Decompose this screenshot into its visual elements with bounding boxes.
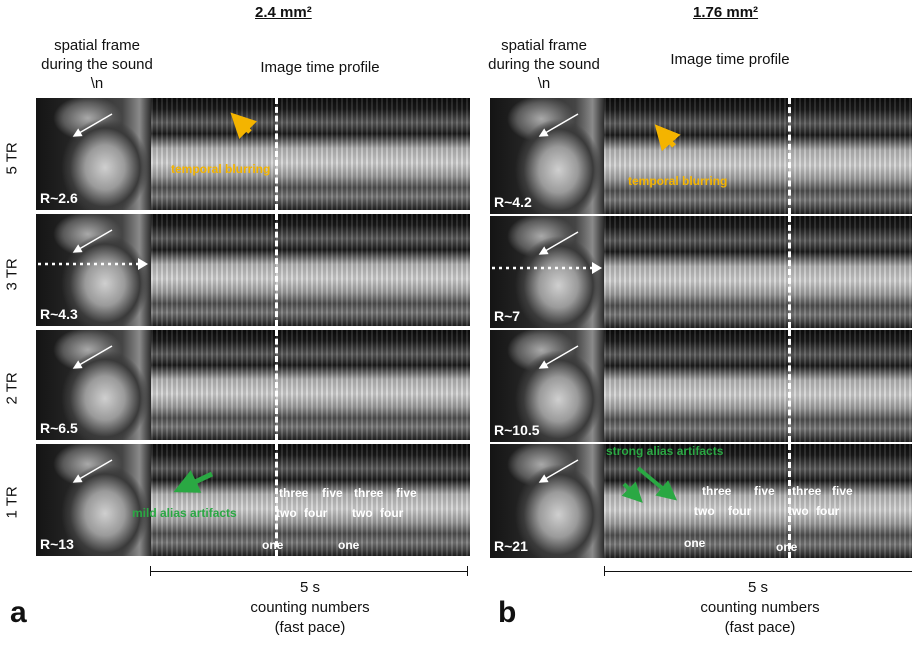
panel-b-row: R~7 (490, 216, 912, 328)
panel-b-title: 1.76 mm² (693, 4, 759, 21)
time-profile-image (151, 98, 470, 210)
panel-a-row: R~4.3 (36, 214, 470, 326)
mri-thumbnail (36, 330, 151, 440)
panel-b-row: R~21 strong alias artifacts three five t… (490, 444, 912, 558)
word-label: two (788, 504, 809, 518)
footer-line-2: (fast pace) (274, 619, 346, 636)
word-label: three (792, 484, 822, 498)
time-marker-line (275, 330, 278, 440)
footer-line-1: counting numbers (700, 599, 820, 616)
mri-thumbnail (490, 216, 604, 328)
time-profile-image (151, 444, 470, 556)
scale-bar (604, 571, 912, 572)
temporal-blurring-label: temporal blurring (171, 162, 271, 176)
r-factor-label: R~10.5 (494, 422, 540, 438)
word-label: one (684, 536, 706, 550)
alias-artifacts-label: strong alias artifacts (606, 444, 724, 458)
time-marker-line (275, 444, 278, 556)
r-factor-label: R~6.5 (40, 420, 78, 436)
panel-a-title: 2.4 mm² (255, 4, 312, 21)
r-factor-label: R~7 (494, 308, 521, 324)
time-marker-line (275, 98, 278, 210)
footer-line-1: counting numbers (250, 599, 370, 616)
panel-b-arrows (492, 113, 681, 503)
panel-letter: b (498, 596, 517, 629)
panel-a-row: R~2.6 temporal blurring (36, 98, 470, 210)
r-factor-label: R~21 (494, 538, 528, 554)
word-label: one (262, 538, 284, 552)
time-profile-image (151, 214, 470, 326)
panel-a-row: R~6.5 (36, 330, 470, 440)
word-label: four (728, 504, 752, 518)
panel-a-row: R~13 mild alias artifacts three five thr… (36, 444, 470, 556)
time-marker-line (275, 214, 278, 326)
word-label: three (279, 486, 309, 500)
word-label: five (754, 484, 775, 498)
time-profile-image (604, 330, 912, 442)
time-profile-image (151, 330, 470, 440)
temporal-blurring-label: temporal blurring (628, 174, 728, 188)
panel-a-header-right: Image time profile (260, 59, 380, 76)
word-label: five (322, 486, 343, 500)
time-profile-image (604, 444, 912, 558)
panel-b-header-right: Image time profile (670, 51, 790, 68)
scale-label: 5 s (747, 579, 768, 596)
panel-b-row: R~10.5 (490, 330, 912, 442)
word-label: two (352, 506, 373, 520)
footer-line-2: (fast pace) (724, 619, 796, 636)
time-marker-line (788, 444, 791, 558)
mri-thumbnail (490, 444, 604, 558)
r-factor-label: R~13 (40, 536, 74, 552)
mri-thumbnail (36, 98, 151, 210)
word-label: four (304, 506, 328, 520)
word-label: two (694, 504, 715, 518)
mri-thumbnail (490, 330, 604, 442)
time-profile-image (604, 216, 912, 328)
word-label: one (338, 538, 360, 552)
scale-bar-tick (150, 566, 151, 576)
mri-thumbnail (490, 98, 604, 214)
word-label: two (276, 506, 297, 520)
alias-artifacts-label: mild alias artifacts (132, 506, 237, 520)
word-label: four (380, 506, 404, 520)
word-label: three (354, 486, 384, 500)
panel-b-row: R~4.2 temporal blurring (490, 98, 912, 214)
mri-thumbnail (36, 444, 151, 556)
panel-a-arrows (38, 112, 257, 493)
word-label: five (832, 484, 853, 498)
time-marker-line (788, 98, 791, 214)
word-label: three (702, 484, 732, 498)
panel-letter: a (10, 596, 27, 629)
word-label: five (396, 486, 417, 500)
scale-label: 5 s (299, 579, 320, 596)
word-label: one (776, 540, 798, 554)
r-factor-label: R~4.2 (494, 194, 532, 210)
scale-bar-tick (604, 566, 605, 576)
time-marker-line (788, 330, 791, 442)
scale-bar (150, 571, 468, 572)
panel-b-header-left: spatial frame during the sound \n (488, 37, 600, 92)
time-marker-line (788, 216, 791, 328)
r-factor-label: R~4.3 (40, 306, 78, 322)
word-label: four (816, 504, 840, 518)
r-factor-label: R~2.6 (40, 190, 78, 206)
time-profile-image (604, 98, 912, 214)
panel-a-header-left: spatial frame during the sound \n (41, 37, 153, 92)
scale-bar-tick (467, 566, 468, 576)
mri-thumbnail (36, 214, 151, 326)
